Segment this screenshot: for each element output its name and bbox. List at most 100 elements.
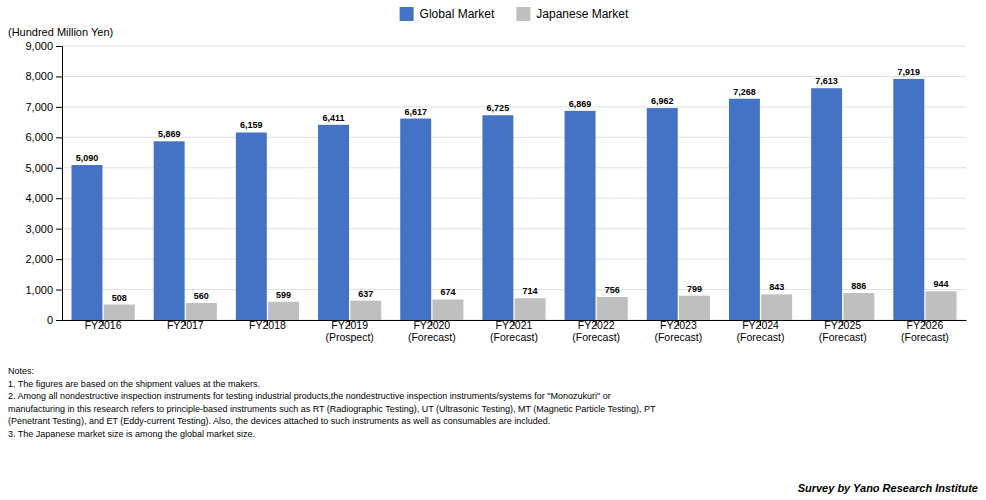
- x-tick: FY2024(Forecast): [737, 319, 785, 343]
- data-label: 714: [523, 286, 538, 296]
- data-label: 508: [112, 293, 127, 303]
- data-labels: 5,0905,8696,1596,4116,6176,7256,8696,962…: [76, 67, 949, 303]
- note-line: 1. The figures are based on the shipment…: [8, 379, 260, 389]
- x-tick: FY2023(Forecast): [654, 319, 702, 343]
- tick-label-line: FY2016: [85, 319, 122, 331]
- grid: [62, 46, 966, 320]
- bar: [482, 115, 513, 320]
- tick-label: 8,000: [25, 70, 53, 82]
- grid-line: [62, 46, 966, 47]
- notes: Notes:1. The figures are based on the sh…: [8, 366, 656, 439]
- data-label: 6,869: [569, 99, 592, 109]
- bar: [729, 99, 760, 320]
- bar: [318, 125, 349, 320]
- tick-label: 2,000: [25, 253, 53, 265]
- y-tick: 7,000: [25, 101, 62, 113]
- legend-swatch: [400, 7, 414, 21]
- data-label: 886: [851, 281, 866, 291]
- x-tick: FY2022(Forecast): [572, 319, 620, 343]
- tick-label: FY2020(Forecast): [408, 319, 456, 343]
- data-label: 843: [769, 282, 784, 292]
- data-label: 944: [934, 279, 949, 289]
- tick-label-line: FY2024: [742, 319, 779, 331]
- x-tick: FY2016: [85, 319, 122, 331]
- tick-label-line: (Forecast): [408, 331, 456, 343]
- tick-label: FY2018: [249, 319, 286, 331]
- bar: [186, 303, 217, 320]
- bar: [893, 79, 924, 320]
- tick-label: FY2016: [85, 319, 122, 331]
- y-tick: 9,000: [25, 40, 62, 52]
- data-label: 799: [687, 284, 702, 294]
- tick-label: FY2024(Forecast): [737, 319, 785, 343]
- tick-label: 0: [47, 314, 53, 326]
- y-axis: 0 1,000 2,000 3,000 4,000 5,000 6,000 7,000 8,00…: [25, 40, 62, 326]
- tick-label: FY2019(Prospect): [325, 319, 373, 343]
- data-label: 7,268: [733, 87, 756, 97]
- data-label: 756: [605, 285, 620, 295]
- bar: [565, 111, 596, 320]
- tick-label-line: FY2020: [413, 319, 450, 331]
- tick-label-line: FY2023: [660, 319, 697, 331]
- legend-label: Global Market: [420, 7, 495, 21]
- bar: [926, 291, 957, 320]
- legend-swatch: [516, 7, 530, 21]
- data-label: 7,613: [815, 76, 838, 86]
- tick-mark: [56, 46, 62, 47]
- x-tick: FY2020(Forecast): [408, 319, 456, 343]
- x-tick: FY2019(Prospect): [325, 319, 373, 343]
- tick-label-line: (Forecast): [572, 331, 620, 343]
- tick-label-line: (Forecast): [737, 331, 785, 343]
- y-tick: 4,000: [25, 192, 62, 204]
- tick-mark: [56, 107, 62, 108]
- tick-label-line: FY2022: [578, 319, 615, 331]
- note-line: 2. Among all nondestructive inspection i…: [8, 391, 611, 401]
- y-tick: 2,000: [25, 253, 62, 265]
- bar: [843, 293, 874, 320]
- legend-label: Japanese Market: [536, 7, 629, 21]
- bar: [268, 302, 299, 320]
- tick-label-line: FY2017: [167, 319, 204, 331]
- y-tick: 3,000: [25, 223, 62, 235]
- tick-label-line: (Prospect): [325, 331, 373, 343]
- tick-mark: [56, 137, 62, 138]
- tick-mark: [56, 229, 62, 230]
- chart-svg: 0 1,000 2,000 3,000 4,000 5,000 6,000 7,000 8,00…: [0, 0, 986, 500]
- y-tick: 1,000: [25, 284, 62, 296]
- tick-mark: [56, 259, 62, 260]
- tick-label: FY2026(Forecast): [901, 319, 949, 343]
- tick-label-line: FY2021: [496, 319, 533, 331]
- data-label: 637: [358, 289, 373, 299]
- bar: [350, 301, 381, 320]
- tick-mark: [56, 320, 62, 321]
- bar: [154, 141, 185, 320]
- tick-label: 6,000: [25, 131, 53, 143]
- tick-label-line: (Forecast): [654, 331, 702, 343]
- tick-label: FY2017: [167, 319, 204, 331]
- bar: [647, 108, 678, 320]
- tick-mark: [56, 290, 62, 291]
- tick-label-line: FY2025: [824, 319, 861, 331]
- axis-domain: [56, 47, 63, 321]
- y-tick: 5,000: [25, 162, 62, 174]
- tick-label: 4,000: [25, 192, 53, 204]
- data-label: 599: [276, 290, 291, 300]
- data-label: 7,919: [898, 67, 921, 77]
- legend-item: Global Market: [400, 7, 495, 21]
- bar: [72, 165, 103, 320]
- tick-mark: [56, 168, 62, 169]
- bar: [679, 296, 710, 320]
- tick-label: 9,000: [25, 40, 53, 52]
- data-label: 674: [440, 287, 455, 297]
- tick-mark: [56, 198, 62, 199]
- tick-label-line: FY2018: [249, 319, 286, 331]
- tick-label-line: FY2019: [331, 319, 368, 331]
- note-line: (Penetrant Testing), and ET (Eddy-curren…: [8, 416, 550, 426]
- y-tick: 8,000: [25, 70, 62, 82]
- data-label: 560: [194, 291, 209, 301]
- tick-label-line: (Forecast): [901, 331, 949, 343]
- tick-label-line: FY2026: [907, 319, 944, 331]
- x-axis: FY2016 FY2017 FY2018 FY2019(Prospect) FY2020…: [63, 319, 967, 343]
- tick-label-line: (Forecast): [819, 331, 867, 343]
- y-tick: 6,000: [25, 131, 62, 143]
